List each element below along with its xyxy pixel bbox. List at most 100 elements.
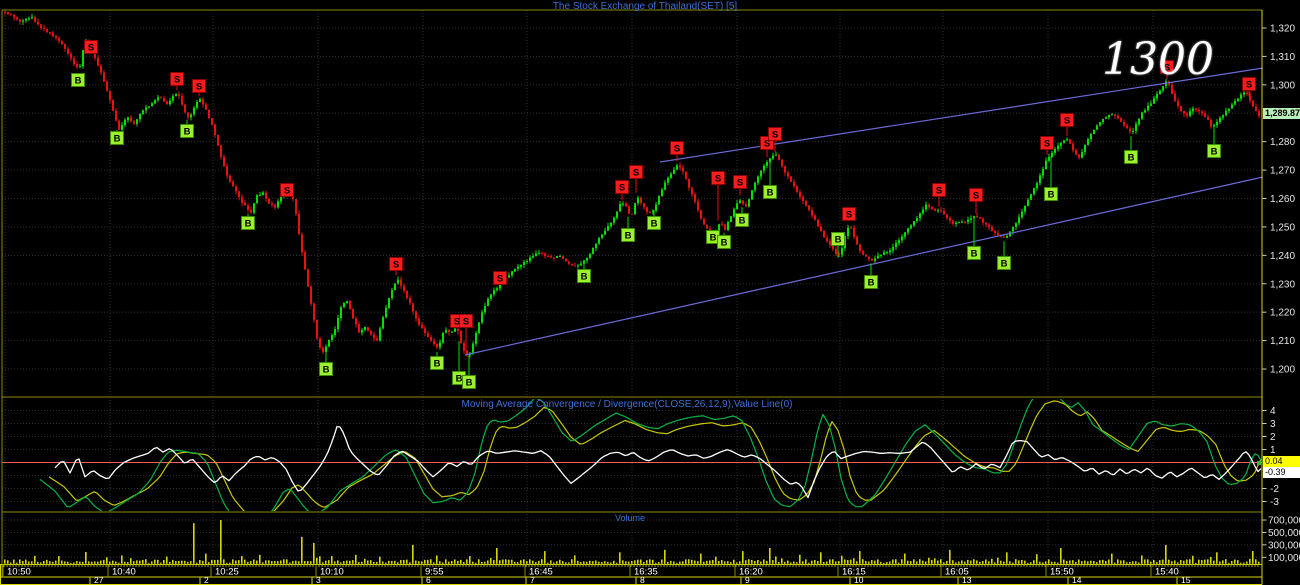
svg-text:S: S [772, 130, 778, 141]
svg-text:B: B [75, 76, 82, 87]
svg-text:B: B [1001, 259, 1008, 270]
svg-text:1: 1 [1270, 445, 1276, 456]
macd-axis: 4 3 2 1 -2 -3 [1262, 406, 1279, 508]
svg-text:300,000: 300,000 [1268, 540, 1300, 551]
svg-text:16:35: 16:35 [634, 567, 658, 578]
svg-text:S: S [393, 260, 399, 271]
svg-text:S: S [284, 186, 290, 197]
svg-text:S: S [1246, 80, 1252, 91]
buy-signal-marker: B [647, 216, 661, 230]
svg-text:B: B [651, 219, 658, 230]
sell-signal-marker: S [1242, 77, 1256, 91]
svg-text:1,250: 1,250 [1270, 222, 1295, 233]
svg-text:B: B [710, 233, 717, 244]
svg-text:B: B [114, 134, 121, 145]
svg-text:S: S [196, 82, 202, 93]
svg-text:1,320: 1,320 [1270, 24, 1295, 35]
svg-text:S: S [174, 75, 180, 86]
svg-text:6: 6 [426, 575, 431, 585]
svg-text:B: B [739, 216, 746, 227]
svg-text:S: S [737, 178, 743, 189]
sell-signal-marker: S [969, 188, 983, 202]
svg-text:B: B [184, 127, 191, 138]
buy-signal-marker: B [577, 269, 591, 283]
svg-text:B: B [434, 359, 441, 370]
svg-text:4: 4 [1270, 406, 1276, 417]
svg-text:16:20: 16:20 [739, 567, 763, 578]
svg-text:1,270: 1,270 [1270, 166, 1295, 177]
buy-signal-marker: B [1124, 150, 1138, 164]
svg-text:S: S [619, 183, 625, 194]
buy-signal-marker: B [180, 124, 194, 138]
svg-text:10:25: 10:25 [215, 567, 239, 578]
svg-text:B: B [767, 188, 774, 199]
svg-text:B: B [1128, 153, 1135, 164]
sell-signal-marker: S [1160, 60, 1174, 74]
svg-text:500,000: 500,000 [1268, 528, 1300, 539]
buy-signal-marker: B [997, 256, 1011, 270]
svg-text:S: S [764, 139, 770, 150]
sell-signal-marker: S [192, 79, 206, 93]
buy-signal-marker: B [831, 232, 845, 246]
svg-text:1,210: 1,210 [1270, 336, 1295, 347]
svg-text:1,230: 1,230 [1270, 279, 1295, 290]
svg-text:10:40: 10:40 [112, 567, 136, 578]
svg-text:16:45: 16:45 [529, 567, 553, 578]
gridlines [2, 10, 1262, 565]
time-axis-row: 10:50 10:40 10:25 10:10 9:55 16:45 16:35 16:20 1… [2, 564, 1259, 578]
sell-signal-marker: S [459, 314, 473, 328]
buy-signal-marker: B [110, 131, 124, 145]
buy-signal-marker: B [621, 228, 635, 242]
svg-text:B: B [245, 219, 252, 230]
buy-signal-marker: B [462, 375, 476, 389]
sell-signal-marker: S [733, 175, 747, 189]
svg-text:700,000: 700,000 [1268, 516, 1300, 527]
sell-signal-marker: S [711, 171, 725, 185]
svg-text:2: 2 [204, 575, 209, 585]
svg-text:B: B [1048, 190, 1055, 201]
volume-axis: 700,000500,000300,000 100,000 [1262, 516, 1300, 564]
svg-text:1,300: 1,300 [1270, 80, 1295, 91]
buy-signal-marker: B [735, 213, 749, 227]
macd-lines [2, 399, 1262, 511]
svg-text:B: B [835, 235, 842, 246]
sell-signal-marker: S [1060, 113, 1074, 127]
svg-text:13: 13 [962, 575, 972, 585]
sell-signal-marker: S [389, 257, 403, 271]
sell-signal-marker: S [932, 183, 946, 197]
svg-text:B: B [581, 272, 588, 283]
svg-text:S: S [1044, 139, 1050, 150]
svg-text:S: S [88, 43, 94, 54]
svg-text:100,000: 100,000 [1268, 553, 1300, 564]
svg-text:10: 10 [854, 575, 864, 585]
svg-text:B: B [466, 378, 473, 389]
price-axis: 1,320 1,310 1,300 1,280 1,270 1,260 1,250 1,240… [1262, 24, 1295, 376]
svg-text:16:15: 16:15 [842, 567, 866, 578]
buy-signal-marker: B [241, 216, 255, 230]
svg-text:15:40: 15:40 [1155, 567, 1179, 578]
svg-text:10:50: 10:50 [7, 567, 31, 578]
svg-text:S: S [1064, 116, 1070, 127]
svg-text:B: B [625, 231, 632, 242]
sell-signal-marker: S [280, 183, 294, 197]
svg-text:S: S [463, 317, 469, 328]
sell-signal-marker: S [84, 40, 98, 54]
volume-bars [4, 520, 1260, 564]
buy-signal-marker: B [763, 185, 777, 199]
svg-text:B: B [971, 249, 978, 260]
svg-text:3: 3 [1270, 419, 1276, 430]
buy-signal-marker: B [864, 275, 878, 289]
sell-signal-marker: S [768, 127, 782, 141]
svg-text:S: S [715, 174, 721, 185]
svg-text:1,240: 1,240 [1270, 251, 1295, 262]
svg-text:-3: -3 [1270, 497, 1279, 508]
svg-text:14: 14 [1072, 575, 1082, 585]
svg-text:1,220: 1,220 [1270, 308, 1295, 319]
buy-signal-marker: B [319, 362, 333, 376]
svg-text:1,200: 1,200 [1270, 365, 1295, 376]
svg-text:1,260: 1,260 [1270, 194, 1295, 205]
svg-text:15: 15 [1181, 575, 1191, 585]
svg-text:S: S [497, 274, 503, 285]
buy-signal-marker: B [706, 230, 720, 244]
